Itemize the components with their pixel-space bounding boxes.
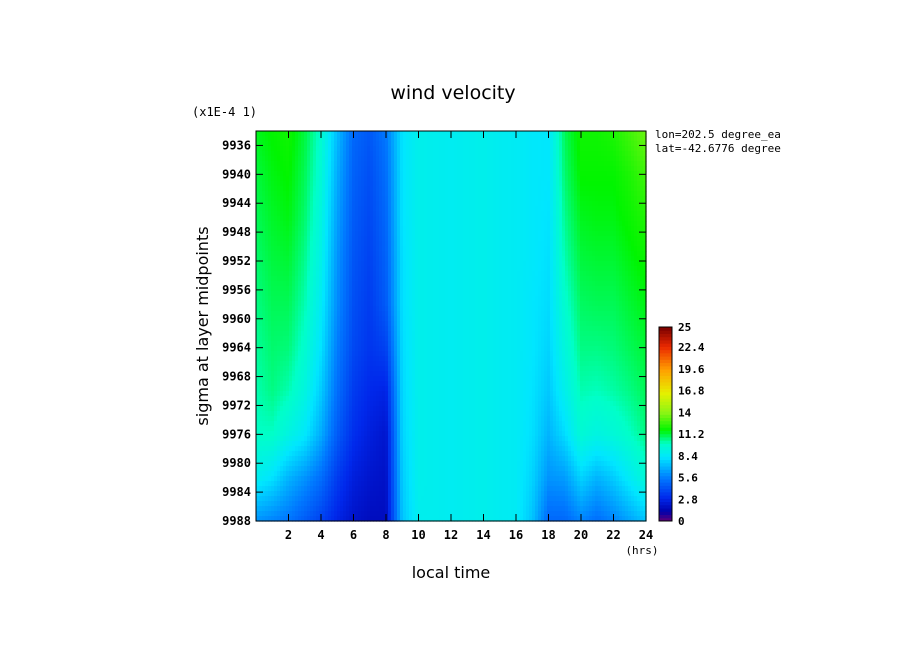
heatmap-field — [256, 131, 647, 522]
